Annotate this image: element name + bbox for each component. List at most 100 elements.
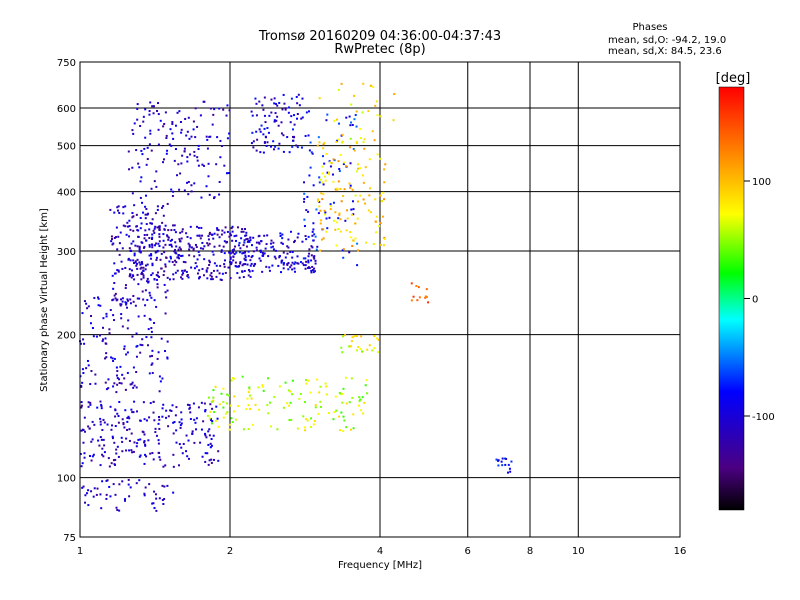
echo-point — [164, 291, 167, 294]
echo-point — [144, 229, 147, 232]
echo-point — [113, 319, 116, 322]
echo-point — [280, 132, 283, 135]
echo-point — [110, 356, 113, 359]
echo-point — [209, 107, 212, 110]
echo-point — [149, 318, 152, 321]
echo-point — [377, 338, 380, 341]
echo-point — [381, 215, 384, 218]
echo-point — [376, 114, 379, 117]
echo-point — [141, 273, 144, 276]
x-tick-label: 8 — [527, 546, 533, 557]
echo-point — [124, 287, 127, 290]
echo-point — [317, 198, 320, 201]
echo-point — [173, 421, 176, 424]
echo-point — [287, 246, 290, 249]
echo-point — [129, 302, 132, 305]
echo-point — [303, 197, 306, 200]
echo-point — [127, 483, 130, 486]
echo-point — [181, 228, 184, 231]
echo-point — [143, 441, 146, 444]
echo-point — [349, 345, 352, 348]
echo-point — [282, 93, 285, 96]
echo-point — [249, 236, 252, 239]
echo-point — [233, 248, 236, 251]
echo-point — [144, 304, 147, 307]
echo-point — [87, 504, 90, 507]
echo-point — [356, 242, 359, 245]
echo-point — [303, 225, 306, 228]
echo-point — [142, 120, 145, 123]
echo-point — [273, 120, 276, 123]
echo-point — [226, 104, 229, 107]
echo-point — [242, 244, 245, 247]
echo-point — [116, 370, 119, 373]
echo-point — [233, 377, 236, 380]
echo-point — [112, 314, 115, 317]
echo-point — [218, 193, 221, 196]
echo-point — [91, 455, 94, 458]
echo-point — [278, 101, 281, 104]
echo-point — [124, 388, 127, 391]
echo-point — [379, 243, 382, 246]
echo-point — [144, 486, 147, 489]
echo-point — [158, 225, 161, 228]
echo-point — [146, 280, 149, 283]
echo-point — [319, 400, 322, 403]
echo-point — [153, 278, 156, 281]
echo-point — [185, 270, 188, 273]
data-points — [79, 82, 513, 512]
echo-point — [118, 509, 121, 512]
echo-point — [167, 425, 170, 428]
echo-point — [103, 451, 106, 454]
echo-point — [363, 147, 366, 150]
echo-point — [130, 242, 133, 245]
echo-point — [130, 276, 133, 279]
echo-point — [155, 242, 158, 245]
echo-point — [175, 406, 178, 409]
echo-point — [206, 267, 209, 270]
echo-point — [263, 252, 266, 255]
echo-point — [132, 274, 135, 277]
echo-point — [277, 147, 280, 150]
x-tick-label: 1 — [77, 546, 83, 557]
echo-point — [128, 439, 131, 442]
echo-point — [209, 446, 212, 449]
echo-point — [151, 233, 154, 236]
echo-point — [287, 268, 290, 271]
echo-point — [326, 113, 329, 116]
echo-point — [282, 262, 285, 265]
echo-point — [345, 402, 348, 405]
echo-point — [187, 116, 190, 119]
echo-point — [126, 327, 129, 330]
echo-point — [208, 417, 211, 420]
echo-point — [231, 225, 234, 228]
echo-point — [235, 265, 238, 268]
echo-point — [318, 176, 321, 179]
echo-point — [150, 327, 153, 330]
echo-point — [166, 235, 169, 238]
echo-point — [121, 267, 124, 270]
echo-point — [199, 237, 202, 240]
echo-point — [247, 268, 250, 271]
echo-point — [178, 110, 181, 113]
echo-point — [133, 278, 136, 281]
echo-point — [161, 407, 164, 410]
x-tick-label: 2 — [227, 546, 233, 557]
colorbar-label: [deg] — [716, 71, 751, 86]
echo-point — [259, 130, 262, 133]
echo-point — [364, 384, 367, 387]
echo-point — [340, 82, 343, 85]
echo-point — [410, 299, 413, 302]
echo-point — [220, 279, 223, 282]
echo-point — [159, 258, 162, 261]
echo-point — [100, 438, 103, 441]
echo-point — [324, 213, 327, 216]
echo-point — [303, 401, 306, 404]
echo-point — [83, 416, 86, 419]
echo-point — [163, 228, 166, 231]
echo-point — [114, 272, 117, 275]
echo-point — [311, 234, 314, 237]
echo-point — [116, 269, 119, 272]
echo-point — [174, 148, 177, 151]
echo-point — [187, 276, 190, 279]
